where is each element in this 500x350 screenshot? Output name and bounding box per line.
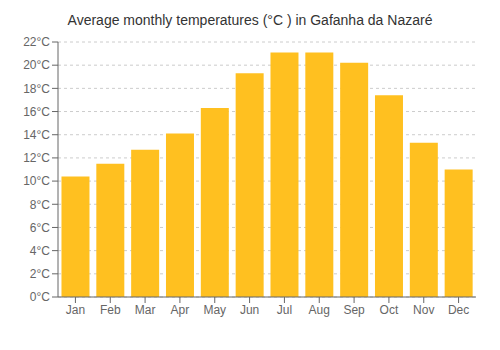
svg-text:16°C: 16°C — [23, 105, 50, 119]
svg-text:0°C: 0°C — [30, 290, 50, 304]
svg-text:18°C: 18°C — [23, 82, 50, 96]
svg-text:14°C: 14°C — [23, 128, 50, 142]
svg-text:Oct: Oct — [380, 303, 399, 317]
svg-text:12°C: 12°C — [23, 151, 50, 165]
svg-text:Mar: Mar — [135, 303, 156, 317]
svg-text:Nov: Nov — [413, 303, 434, 317]
svg-text:May: May — [203, 303, 226, 317]
svg-text:Apr: Apr — [171, 303, 190, 317]
svg-text:2°C: 2°C — [30, 267, 50, 281]
svg-text:Aug: Aug — [309, 303, 330, 317]
svg-text:8°C: 8°C — [30, 198, 50, 212]
svg-text:10°C: 10°C — [23, 174, 50, 188]
html-text:Average monthly temperatures (: Average monthly temperatures (°C ) in Ga… — [67, 12, 433, 28]
svg-text:Sep: Sep — [343, 303, 365, 317]
svg-text:Feb: Feb — [100, 303, 121, 317]
svg-text:Jun: Jun — [240, 303, 259, 317]
svg-text:22°C: 22°C — [23, 35, 50, 49]
svg-text:Jan: Jan — [66, 303, 85, 317]
svg-text:4°C: 4°C — [30, 244, 50, 258]
svg-text:6°C: 6°C — [30, 221, 50, 235]
svg-text:20°C: 20°C — [23, 58, 50, 72]
svg-text:Dec: Dec — [448, 303, 469, 317]
svg-text:Jul: Jul — [277, 303, 292, 317]
